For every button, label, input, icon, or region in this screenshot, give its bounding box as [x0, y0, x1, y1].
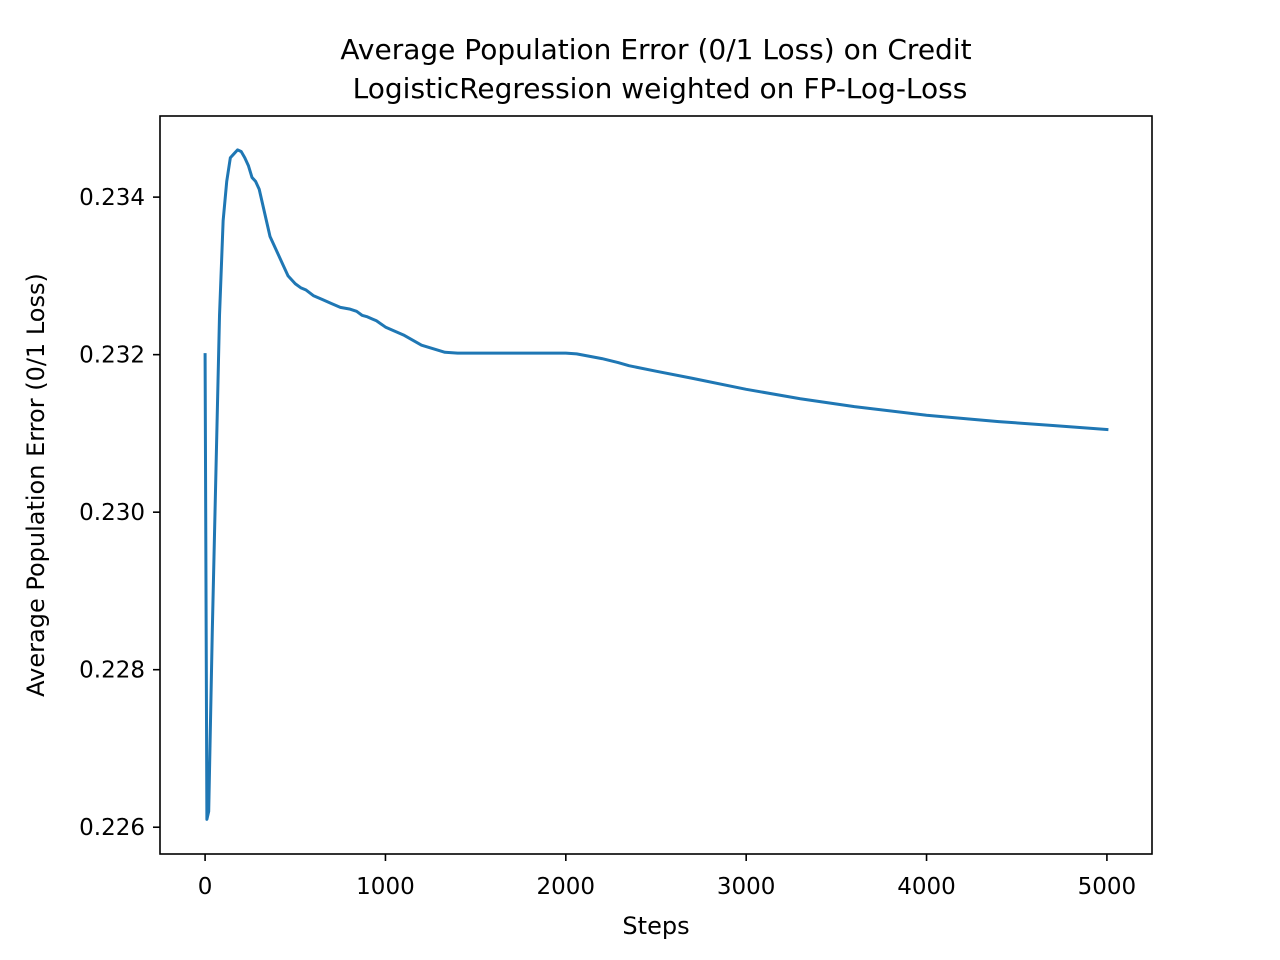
y-axis-label: Average Population Error (0/1 Loss) [22, 273, 50, 697]
x-tick-label: 2000 [537, 874, 596, 900]
x-axis-label: Steps [622, 912, 689, 940]
plot-frame [159, 115, 1153, 855]
plot-area [203, 148, 1109, 821]
x-tick-label: 3000 [717, 874, 776, 900]
y-tick-label: 0.232 [79, 343, 145, 369]
y-axis: 0.226 0.228 0.230 0.232 0.234 [79, 185, 160, 841]
y-tick-label: 0.226 [79, 815, 145, 841]
y-tick-label: 0.230 [79, 500, 145, 526]
series-line-0 [203, 148, 1109, 821]
x-axis: 0 1000 2000 3000 4000 5000 [198, 854, 1136, 900]
chart-subtitle: LogisticRegression weighted on FP-Log-Lo… [353, 72, 968, 105]
x-tick-label: 5000 [1078, 874, 1137, 900]
x-tick-label: 0 [198, 874, 213, 900]
x-tick-label: 4000 [897, 874, 956, 900]
y-tick-label: 0.228 [79, 658, 145, 684]
chart-title: Average Population Error (0/1 Loss) on C… [340, 33, 971, 66]
x-tick-label: 1000 [356, 874, 415, 900]
y-tick-label: 0.234 [79, 185, 145, 211]
